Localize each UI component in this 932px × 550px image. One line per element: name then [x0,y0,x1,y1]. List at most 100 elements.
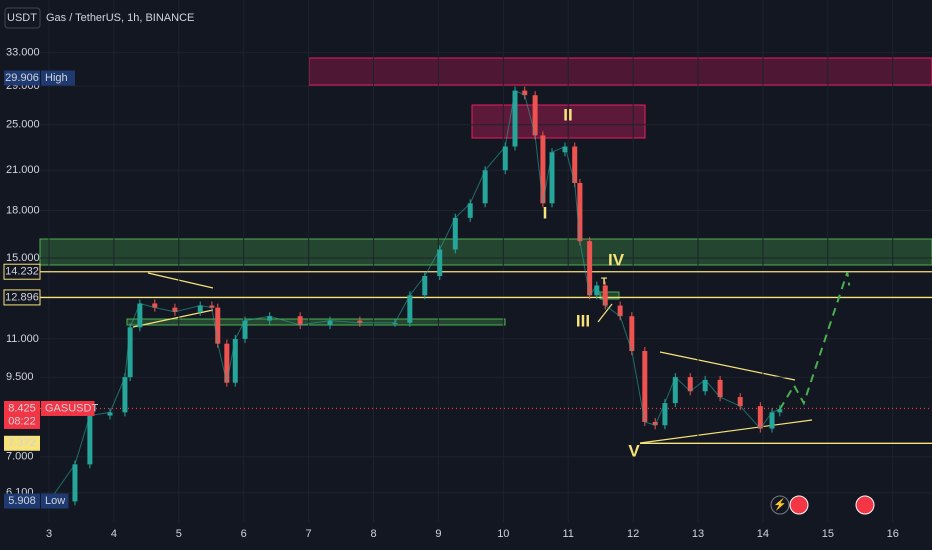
wave-label: IV [608,250,625,269]
candle [452,217,458,250]
candle [522,90,528,96]
price-trace [48,89,780,502]
candle [642,351,648,422]
candle [577,182,583,242]
candle [502,146,508,171]
candle [482,170,488,204]
price-label: 7.372 [8,437,36,449]
price-label: 8.425 [8,402,36,414]
chart-title: Gas / TetherUS, 1h, BINANCE [46,12,194,24]
demand-zone [599,291,620,300]
plot [40,0,932,522]
price-label-box [4,400,40,429]
wave-label: III [576,311,590,330]
candle [152,303,158,308]
x-tick-label: 12 [627,528,639,540]
candle [467,203,473,218]
x-tick-label: 7 [306,528,312,540]
candle [672,377,678,404]
price-label: 12.896 [5,291,39,303]
x-tick-label: 3 [46,528,52,540]
candle [662,403,668,426]
price-label-box [3,263,41,280]
candle [122,377,128,413]
candle [224,343,230,383]
candle [532,95,538,136]
candle [602,285,608,306]
x-tick-label: 15 [822,528,834,540]
event-icons: ⚡ [770,495,875,515]
price-label-box [3,289,41,306]
x-tick-label: 16 [887,528,899,540]
candle [562,146,568,153]
price-tag: Low [45,495,65,507]
price-label: 14.232 [5,266,39,278]
tag-box [41,493,69,509]
candle [594,285,600,296]
candle [137,303,143,328]
candle [652,421,658,426]
wave-label: II [563,105,572,124]
svg-text:⚡: ⚡ [773,498,787,511]
candle [757,406,763,429]
wave-label: I [543,203,548,222]
price-label-box [4,493,40,509]
x-tick-label: 4 [111,528,117,540]
candle [197,305,203,312]
candle [737,397,743,407]
candle [209,305,215,308]
candle [702,379,708,392]
price-tag: High [45,72,68,84]
x-tick-label: 10 [497,528,509,540]
candle [127,327,133,378]
price-tag: GASUSDT [45,402,98,414]
x-tick-label: 8 [370,528,376,540]
candle [717,379,723,398]
candle [587,241,593,296]
price-label-box [4,70,40,86]
candle [327,320,333,326]
x-tick-label: 14 [757,528,769,540]
candle [629,316,635,352]
y-tick-label: 11.000 [6,333,39,345]
y-tick-label: 7.000 [6,451,34,463]
y-tick-label: 21.000 [6,164,40,176]
price-label: 29.906 [5,72,39,84]
wave-label: V [628,441,640,460]
candle [242,320,248,339]
candle [617,305,623,317]
candle [437,249,443,276]
candle [572,146,578,183]
x-tick-label: 13 [692,528,704,540]
candle [172,307,178,312]
demand-zone [39,238,932,266]
y-tick-label: 9.500 [6,371,34,383]
pattern-lines [132,272,813,444]
candle [769,412,775,429]
candle [107,412,113,416]
x-tick-label: 9 [435,528,441,540]
y-tick-label: 25.000 [6,119,40,131]
candle [357,320,363,323]
candle [549,152,555,204]
price-label: 5.908 [8,495,36,507]
countdown: 08:22 [8,415,36,427]
candle [87,415,93,465]
symbol-text[interactable]: USDT [7,12,37,24]
supply-zone [308,57,932,86]
candle [687,377,693,392]
demand-zone [126,318,506,326]
candle [72,464,78,502]
price-label-box [4,435,40,451]
y-tick-label: 33.000 [6,46,40,58]
y-tick-label: 15.000 [6,252,40,264]
candle [540,135,546,204]
y-tick-label: 18.000 [6,204,40,216]
x-tick-label: 6 [241,528,247,540]
symbol-box[interactable] [4,7,41,29]
candle [777,409,783,413]
tag-box [41,400,95,416]
candle [215,307,221,344]
candle [422,276,428,296]
x-tick-label: 11 [563,528,574,540]
